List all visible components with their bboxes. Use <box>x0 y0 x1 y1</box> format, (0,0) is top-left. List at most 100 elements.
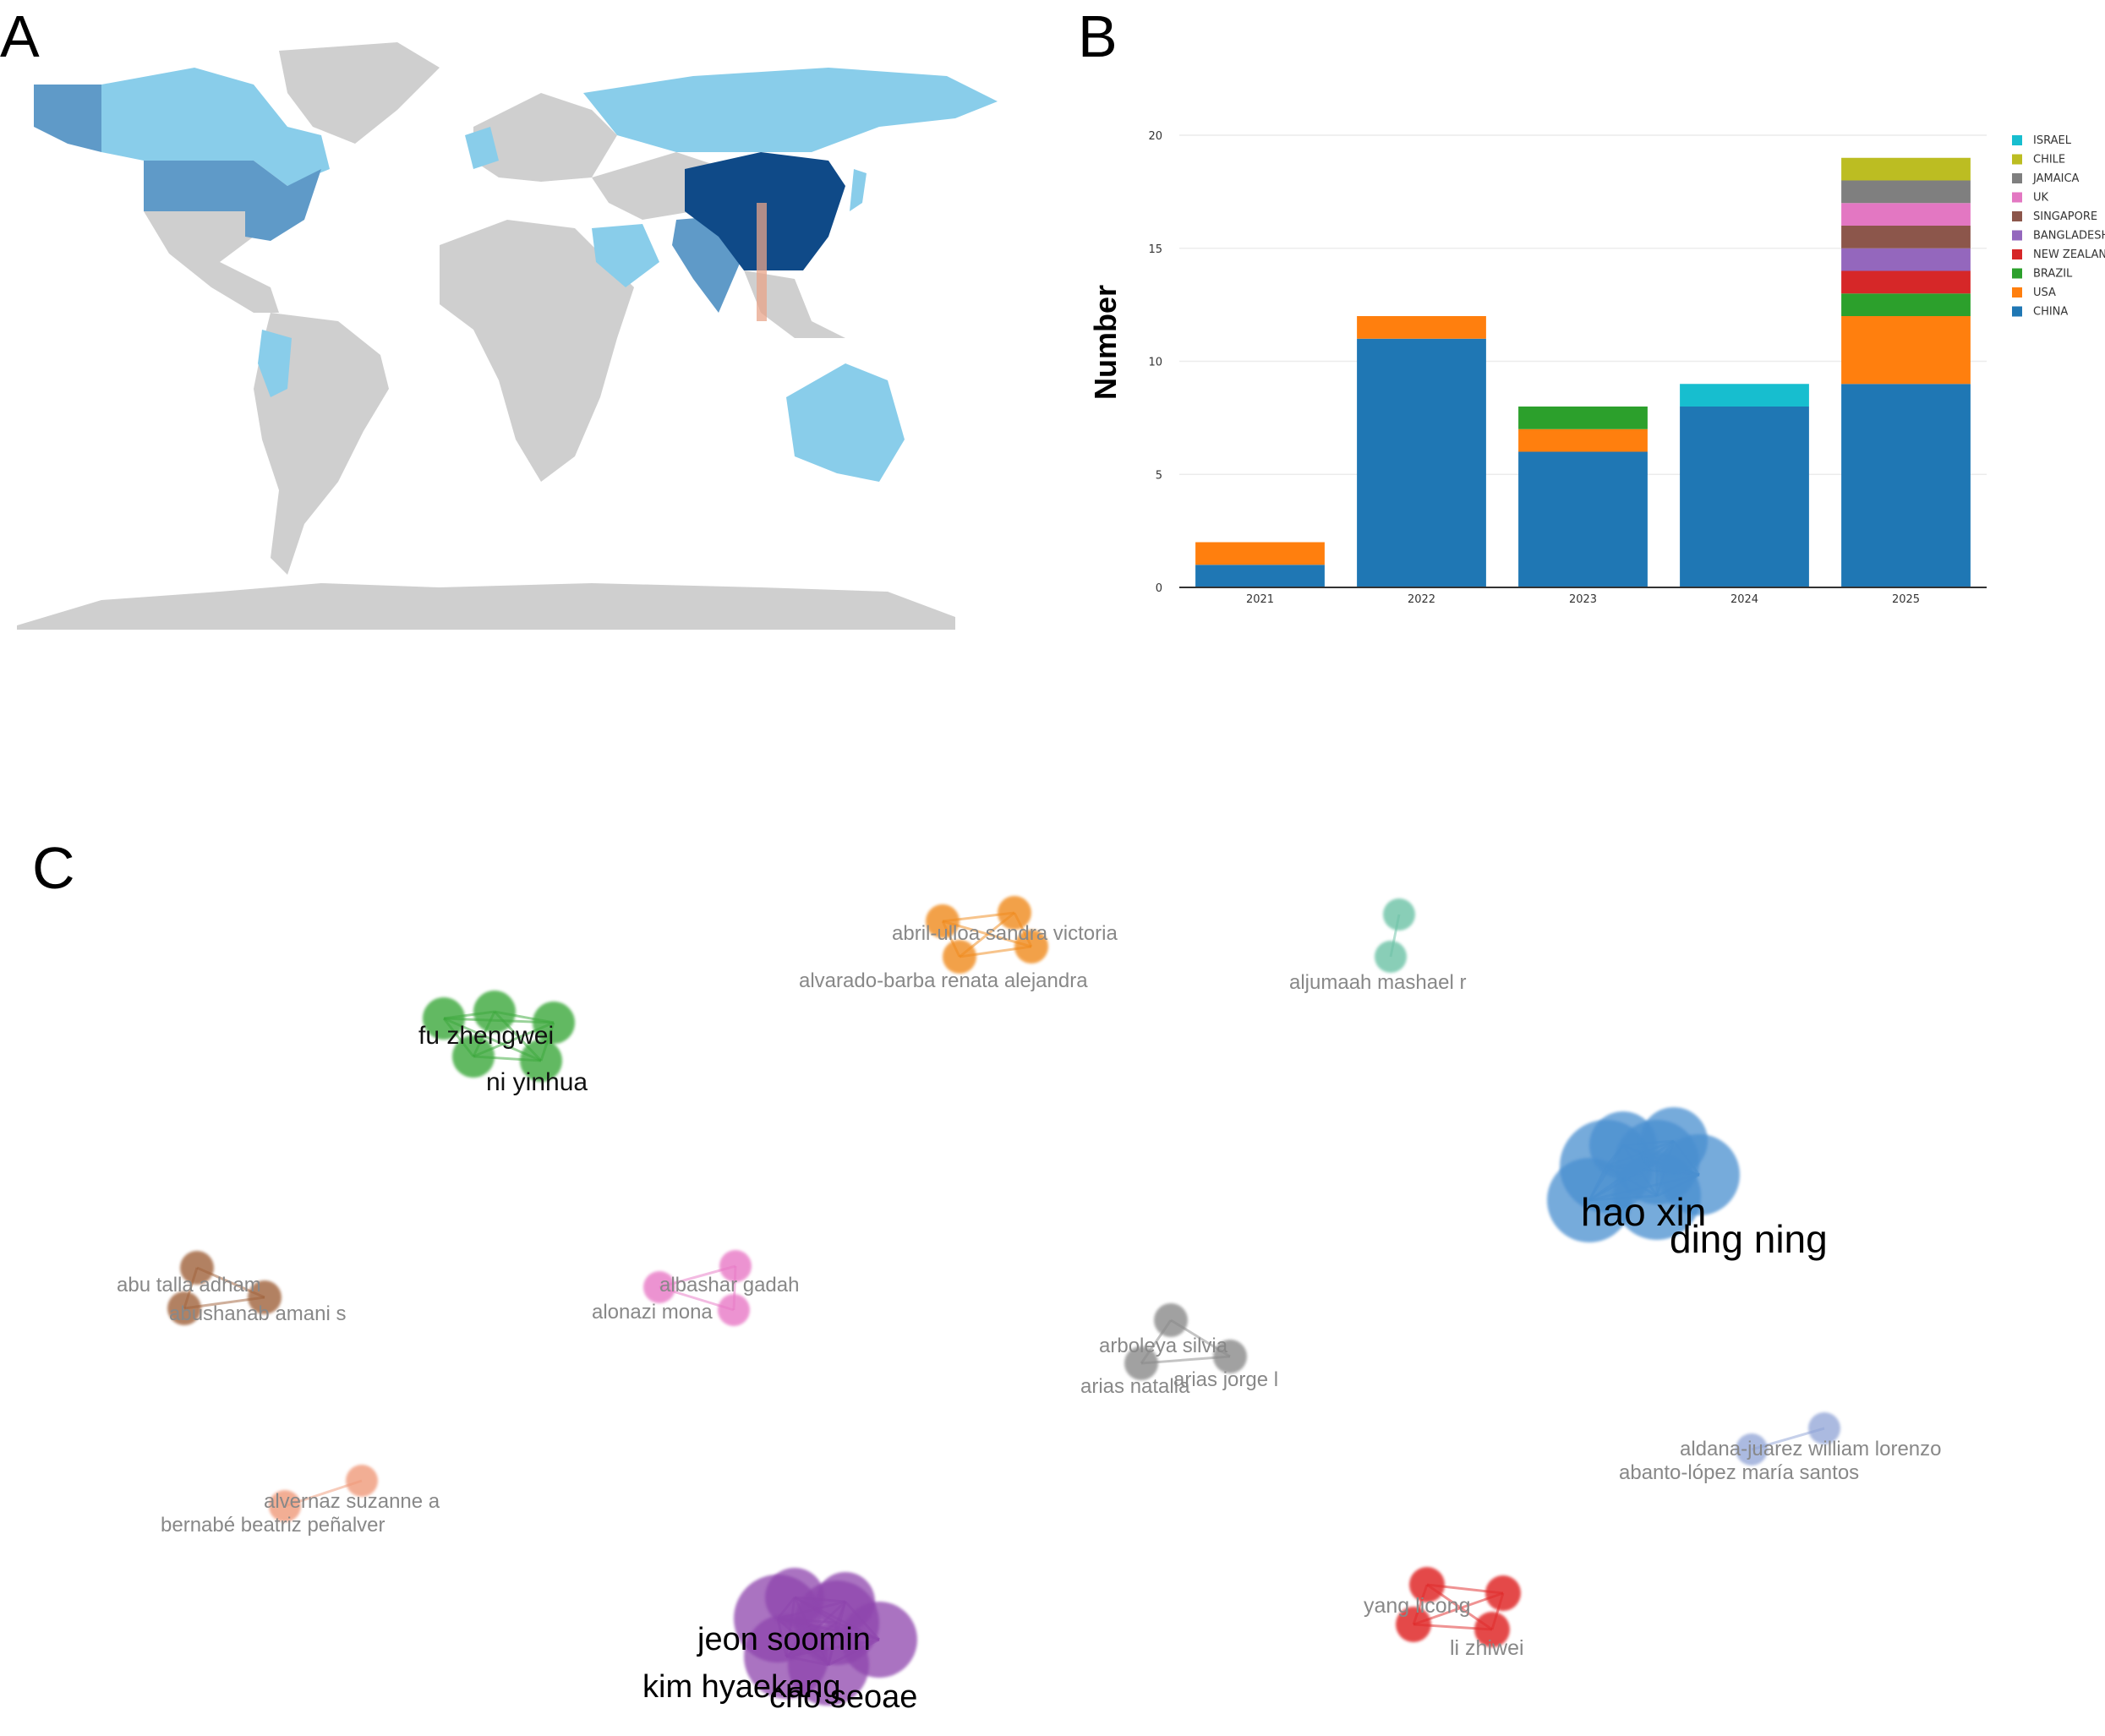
bar-segment <box>1841 203 1971 226</box>
x-tick-labels: 2021 2022 2023 2024 2025 <box>1246 593 1920 606</box>
author-label: kim hyaekang <box>642 1669 840 1705</box>
bar-segment <box>1841 180 1971 204</box>
map-uk <box>465 127 499 169</box>
author-label: alvarado-barba renata alejandra <box>799 969 1088 992</box>
network-node[interactable] <box>180 1251 214 1285</box>
author-label: arias natalia <box>1080 1375 1190 1398</box>
legend-swatch <box>2012 192 2022 203</box>
network-node[interactable] <box>1589 1111 1657 1179</box>
map-australia <box>786 363 905 482</box>
bar-segment <box>1680 384 1809 407</box>
network-node[interactable] <box>1474 1612 1510 1647</box>
network-node[interactable] <box>1014 930 1048 964</box>
map-china-marker <box>757 203 767 321</box>
network-node[interactable] <box>346 1465 378 1497</box>
bar-segment <box>1841 384 1971 587</box>
network-node[interactable] <box>520 1040 562 1082</box>
network-node[interactable] <box>269 1490 301 1522</box>
author-label: aljumaah mashael r <box>1289 971 1466 994</box>
map-alaska <box>34 85 101 152</box>
network-node[interactable] <box>926 904 960 938</box>
network-cluster: albashar gadah alonazi mona <box>592 1250 799 1326</box>
network-node[interactable] <box>1154 1303 1188 1337</box>
network-cluster: abril-ulloa sandra victoria alvarado-barb… <box>799 896 1118 992</box>
y-tick-label: 15 <box>1148 243 1162 256</box>
network-node[interactable] <box>1213 1340 1247 1373</box>
network-node[interactable] <box>1409 1567 1445 1602</box>
network-node[interactable] <box>718 1294 750 1326</box>
bar-segment <box>1518 407 1648 429</box>
network-node[interactable] <box>765 1568 824 1627</box>
author-label: li zhiwei <box>1450 1636 1524 1660</box>
legend-label: BANGLADESH <box>2033 230 2105 243</box>
x-tick-label: 2023 <box>1569 593 1597 606</box>
legend-label: CHINA <box>2033 306 2068 319</box>
legend-label: NEW ZEALAND <box>2033 248 2105 261</box>
world-map <box>17 42 998 630</box>
x-tick-label: 2022 <box>1408 593 1435 606</box>
panel-label-c: C <box>32 835 75 901</box>
x-tick-label: 2025 <box>1892 593 1920 606</box>
network-cluster: aljumaah mashael r <box>1289 898 1466 994</box>
bar-segment <box>1841 270 1971 294</box>
network-node[interactable] <box>248 1280 282 1314</box>
bar-segment <box>1841 316 1971 385</box>
author-label: albashar gadah <box>659 1274 799 1297</box>
author-label: alvernaz suzanne a <box>264 1490 440 1513</box>
author-label: abril-ulloa sandra victoria <box>892 922 1118 945</box>
network-node[interactable] <box>788 1624 869 1706</box>
network-node[interactable] <box>719 1250 752 1282</box>
network-node[interactable] <box>423 997 465 1040</box>
network-node[interactable] <box>1736 1433 1768 1466</box>
y-tick-label: 5 <box>1156 469 1162 482</box>
map-peru <box>258 330 292 397</box>
network-node[interactable] <box>1383 898 1415 931</box>
y-tick-label: 0 <box>1156 582 1162 595</box>
legend-label: JAMAICA <box>2032 172 2080 185</box>
legend-swatch <box>2012 135 2022 145</box>
legend-swatch <box>2012 230 2022 241</box>
map-africa <box>440 220 634 482</box>
author-label: fu zhengwei <box>418 1022 554 1050</box>
legend-swatch <box>2012 154 2022 165</box>
bar-segment <box>1680 407 1809 587</box>
bar-segment <box>1357 316 1486 339</box>
bar-segment <box>1841 157 1971 181</box>
network-node[interactable] <box>533 1002 575 1044</box>
author-label: alonazi mona <box>592 1301 713 1324</box>
author-label: arboleya silvia <box>1099 1335 1228 1357</box>
network-node[interactable] <box>998 896 1031 930</box>
legend-swatch <box>2012 306 2022 317</box>
network-node[interactable] <box>452 1035 495 1078</box>
y-tick-labels: 0 5 10 15 20 <box>1148 130 1162 595</box>
legend-swatch <box>2012 249 2022 259</box>
y-axis-title: Number <box>1088 285 1123 400</box>
network-node[interactable] <box>1396 1607 1431 1642</box>
network-node[interactable] <box>1547 1158 1632 1242</box>
network-node[interactable] <box>943 940 976 974</box>
network-node[interactable] <box>1808 1412 1840 1444</box>
network-node[interactable] <box>473 991 516 1033</box>
author-label: abu talla adham <box>117 1274 261 1297</box>
legend-swatch <box>2012 173 2022 183</box>
bar-segment <box>1195 565 1325 587</box>
network-node[interactable] <box>816 1572 875 1631</box>
author-label: jeon soomin <box>697 1622 871 1657</box>
map-russia <box>583 68 998 152</box>
author-label: yang licong <box>1364 1594 1470 1618</box>
network-node[interactable] <box>643 1271 675 1303</box>
network-node[interactable] <box>1375 941 1407 973</box>
stacked-bar-chart: Number 0 5 10 15 20 2021 2022 2023 2024 2025 ISR… <box>1088 130 2105 606</box>
network-node[interactable] <box>167 1291 201 1325</box>
author-label: abushanab amani s <box>169 1302 346 1325</box>
author-label: bernabé beatriz peñalver <box>161 1514 385 1537</box>
network-node[interactable] <box>1124 1346 1158 1380</box>
network-node[interactable] <box>1485 1575 1521 1611</box>
network-node[interactable] <box>1640 1107 1708 1175</box>
legend-label: UK <box>2033 192 2049 205</box>
y-tick-label: 20 <box>1148 130 1162 143</box>
legend-swatch <box>2012 268 2022 279</box>
